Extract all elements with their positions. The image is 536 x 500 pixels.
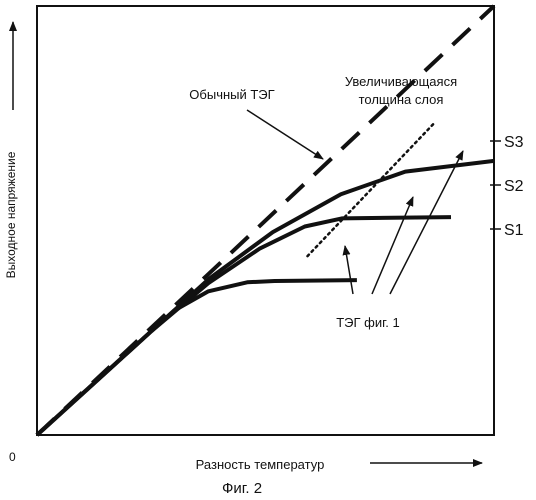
series-s3 [37, 161, 494, 435]
annotation-increasing-thickness-line1: Увеличивающаяся [345, 74, 457, 89]
figure-caption: Фиг. 2 [222, 480, 262, 497]
series-label-s3: S3 [504, 134, 524, 151]
annotation-increasing-thickness-line2: толщина слоя [359, 92, 444, 107]
fig1-teg-pointer-arrow-s2 [372, 197, 413, 294]
series-layer [37, 6, 494, 435]
series-label-leaders [490, 141, 501, 229]
annotation-fig1-teg: ТЭГ фиг. 1 [336, 315, 400, 330]
fig1-teg-pointer-arrow-s1 [345, 246, 353, 294]
annotation-conventional-teg: Обычный ТЭГ [189, 87, 274, 102]
series-label-s2: S2 [504, 178, 524, 195]
series-thickness-trend [308, 123, 435, 256]
origin-label: 0 [9, 450, 16, 464]
x-axis-title: Разность температур [196, 457, 325, 472]
conventional-teg-pointer-arrow [247, 110, 323, 159]
y-axis-title: Выходное напряжение [4, 151, 18, 278]
series-s1 [37, 280, 357, 435]
series-label-s1: S1 [504, 222, 524, 239]
